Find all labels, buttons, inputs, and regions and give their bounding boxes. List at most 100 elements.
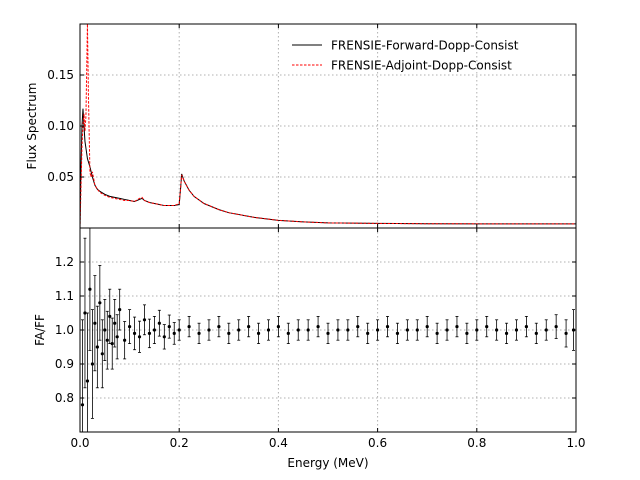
marker-11 (108, 314, 112, 318)
marker-6 (95, 345, 99, 349)
marker-65 (554, 325, 558, 329)
marker-15 (118, 308, 122, 312)
marker-29 (197, 331, 201, 335)
data-point-29 (197, 322, 201, 345)
data-point-19 (137, 320, 142, 353)
legend: FRENSIE-Forward-Dopp-Consist FRENSIE-Adj… (292, 39, 519, 73)
marker-53 (435, 331, 439, 335)
ratio-panel: 0.8 0.9 1.0 1.1 1.2 0.0 0.2 0.4 0.6 0.8 1.0 FA/FF… (33, 227, 586, 470)
marker-25 (167, 325, 171, 329)
marker-52 (425, 325, 429, 329)
y-tick-label-1: 0.9 (55, 357, 74, 371)
marker-9 (103, 328, 107, 332)
marker-0 (80, 403, 85, 407)
x-tick-label-1: 0.2 (170, 436, 189, 450)
data-point-5 (93, 275, 97, 372)
top-x-ticks (79, 24, 577, 228)
data-point-21 (147, 318, 152, 349)
marker-46 (366, 331, 370, 335)
data-point-41 (316, 315, 320, 338)
data-point-66 (564, 319, 568, 348)
x-tick-label-0: 0.0 (70, 436, 89, 450)
data-point-28 (187, 315, 191, 338)
data-point-56 (465, 322, 469, 345)
x-tick-label-4: 0.8 (467, 436, 486, 450)
marker-63 (534, 331, 538, 335)
marker-56 (465, 331, 469, 335)
marker-39 (296, 328, 300, 332)
marker-1 (83, 311, 87, 315)
data-point-46 (366, 322, 370, 345)
data-point-20 (142, 304, 147, 336)
data-point-49 (395, 322, 400, 345)
marker-55 (455, 325, 459, 329)
x-axis-label: Energy (MeV) (287, 456, 368, 470)
marker-28 (187, 325, 191, 329)
marker-27 (177, 328, 181, 332)
data-point-54 (445, 319, 449, 341)
data-point-25 (167, 314, 171, 339)
y-tick-label-1: 0.10 (47, 119, 74, 133)
data-point-10 (105, 310, 109, 370)
data-point-57 (475, 319, 479, 341)
data-point-62 (524, 315, 529, 338)
y-tick-label-3: 1.1 (55, 289, 74, 303)
data-point-26 (172, 322, 176, 345)
bottom-x-ticks: 0.0 0.2 0.4 0.6 0.8 1.0 (70, 228, 586, 450)
data-point-1 (83, 237, 87, 389)
data-point-50 (405, 319, 409, 341)
marker-4 (90, 362, 94, 366)
data-point-27 (177, 319, 181, 341)
marker-23 (157, 321, 161, 325)
marker-13 (113, 321, 117, 325)
marker-57 (475, 328, 479, 332)
series-line-1 (79, 23, 576, 229)
marker-34 (247, 325, 251, 329)
data-point-65 (554, 314, 558, 339)
data-point-51 (415, 319, 419, 341)
marker-31 (217, 325, 221, 329)
marker-60 (504, 331, 509, 335)
data-point-47 (376, 319, 380, 341)
marker-41 (316, 325, 320, 329)
data-point-58 (485, 315, 489, 338)
marker-2 (85, 379, 90, 383)
legend-label-forward: FRENSIE-Forward-Dopp-Consist (331, 39, 519, 53)
y-tick-label-2: 0.15 (47, 68, 74, 82)
data-point-60 (504, 322, 509, 345)
bottom-series-group (80, 227, 576, 433)
bottom-y-axis-label: FA/FF (33, 314, 47, 346)
marker-40 (306, 328, 310, 332)
marker-43 (336, 328, 340, 332)
marker-12 (110, 342, 114, 346)
data-point-33 (237, 319, 241, 341)
marker-61 (514, 328, 519, 332)
data-point-64 (544, 319, 548, 341)
y-tick-label-0: 0.8 (55, 391, 74, 405)
marker-35 (256, 331, 261, 335)
top-y-ticks: 0.05 0.10 0.15 (47, 68, 576, 184)
top-y-axis-label: Flux Spectrum (25, 83, 39, 170)
marker-38 (286, 331, 290, 335)
top-series-group (79, 23, 576, 229)
data-point-37 (276, 315, 280, 338)
marker-33 (237, 328, 241, 332)
marker-42 (326, 331, 330, 335)
marker-30 (207, 328, 211, 332)
marker-20 (142, 318, 147, 322)
marker-10 (105, 338, 109, 342)
marker-18 (132, 331, 137, 335)
marker-36 (266, 328, 271, 332)
x-tick-label-3: 0.6 (368, 436, 387, 450)
legend-label-adjoint: FRENSIE-Adjoint-Dopp-Consist (331, 59, 512, 73)
data-point-35 (256, 322, 261, 345)
data-point-32 (227, 322, 231, 345)
top-grid (80, 24, 576, 228)
data-point-17 (128, 309, 132, 345)
marker-22 (152, 328, 156, 332)
marker-5 (93, 321, 97, 325)
data-point-22 (152, 315, 156, 345)
x-tick-label-2: 0.4 (269, 436, 288, 450)
data-point-12 (110, 317, 114, 370)
